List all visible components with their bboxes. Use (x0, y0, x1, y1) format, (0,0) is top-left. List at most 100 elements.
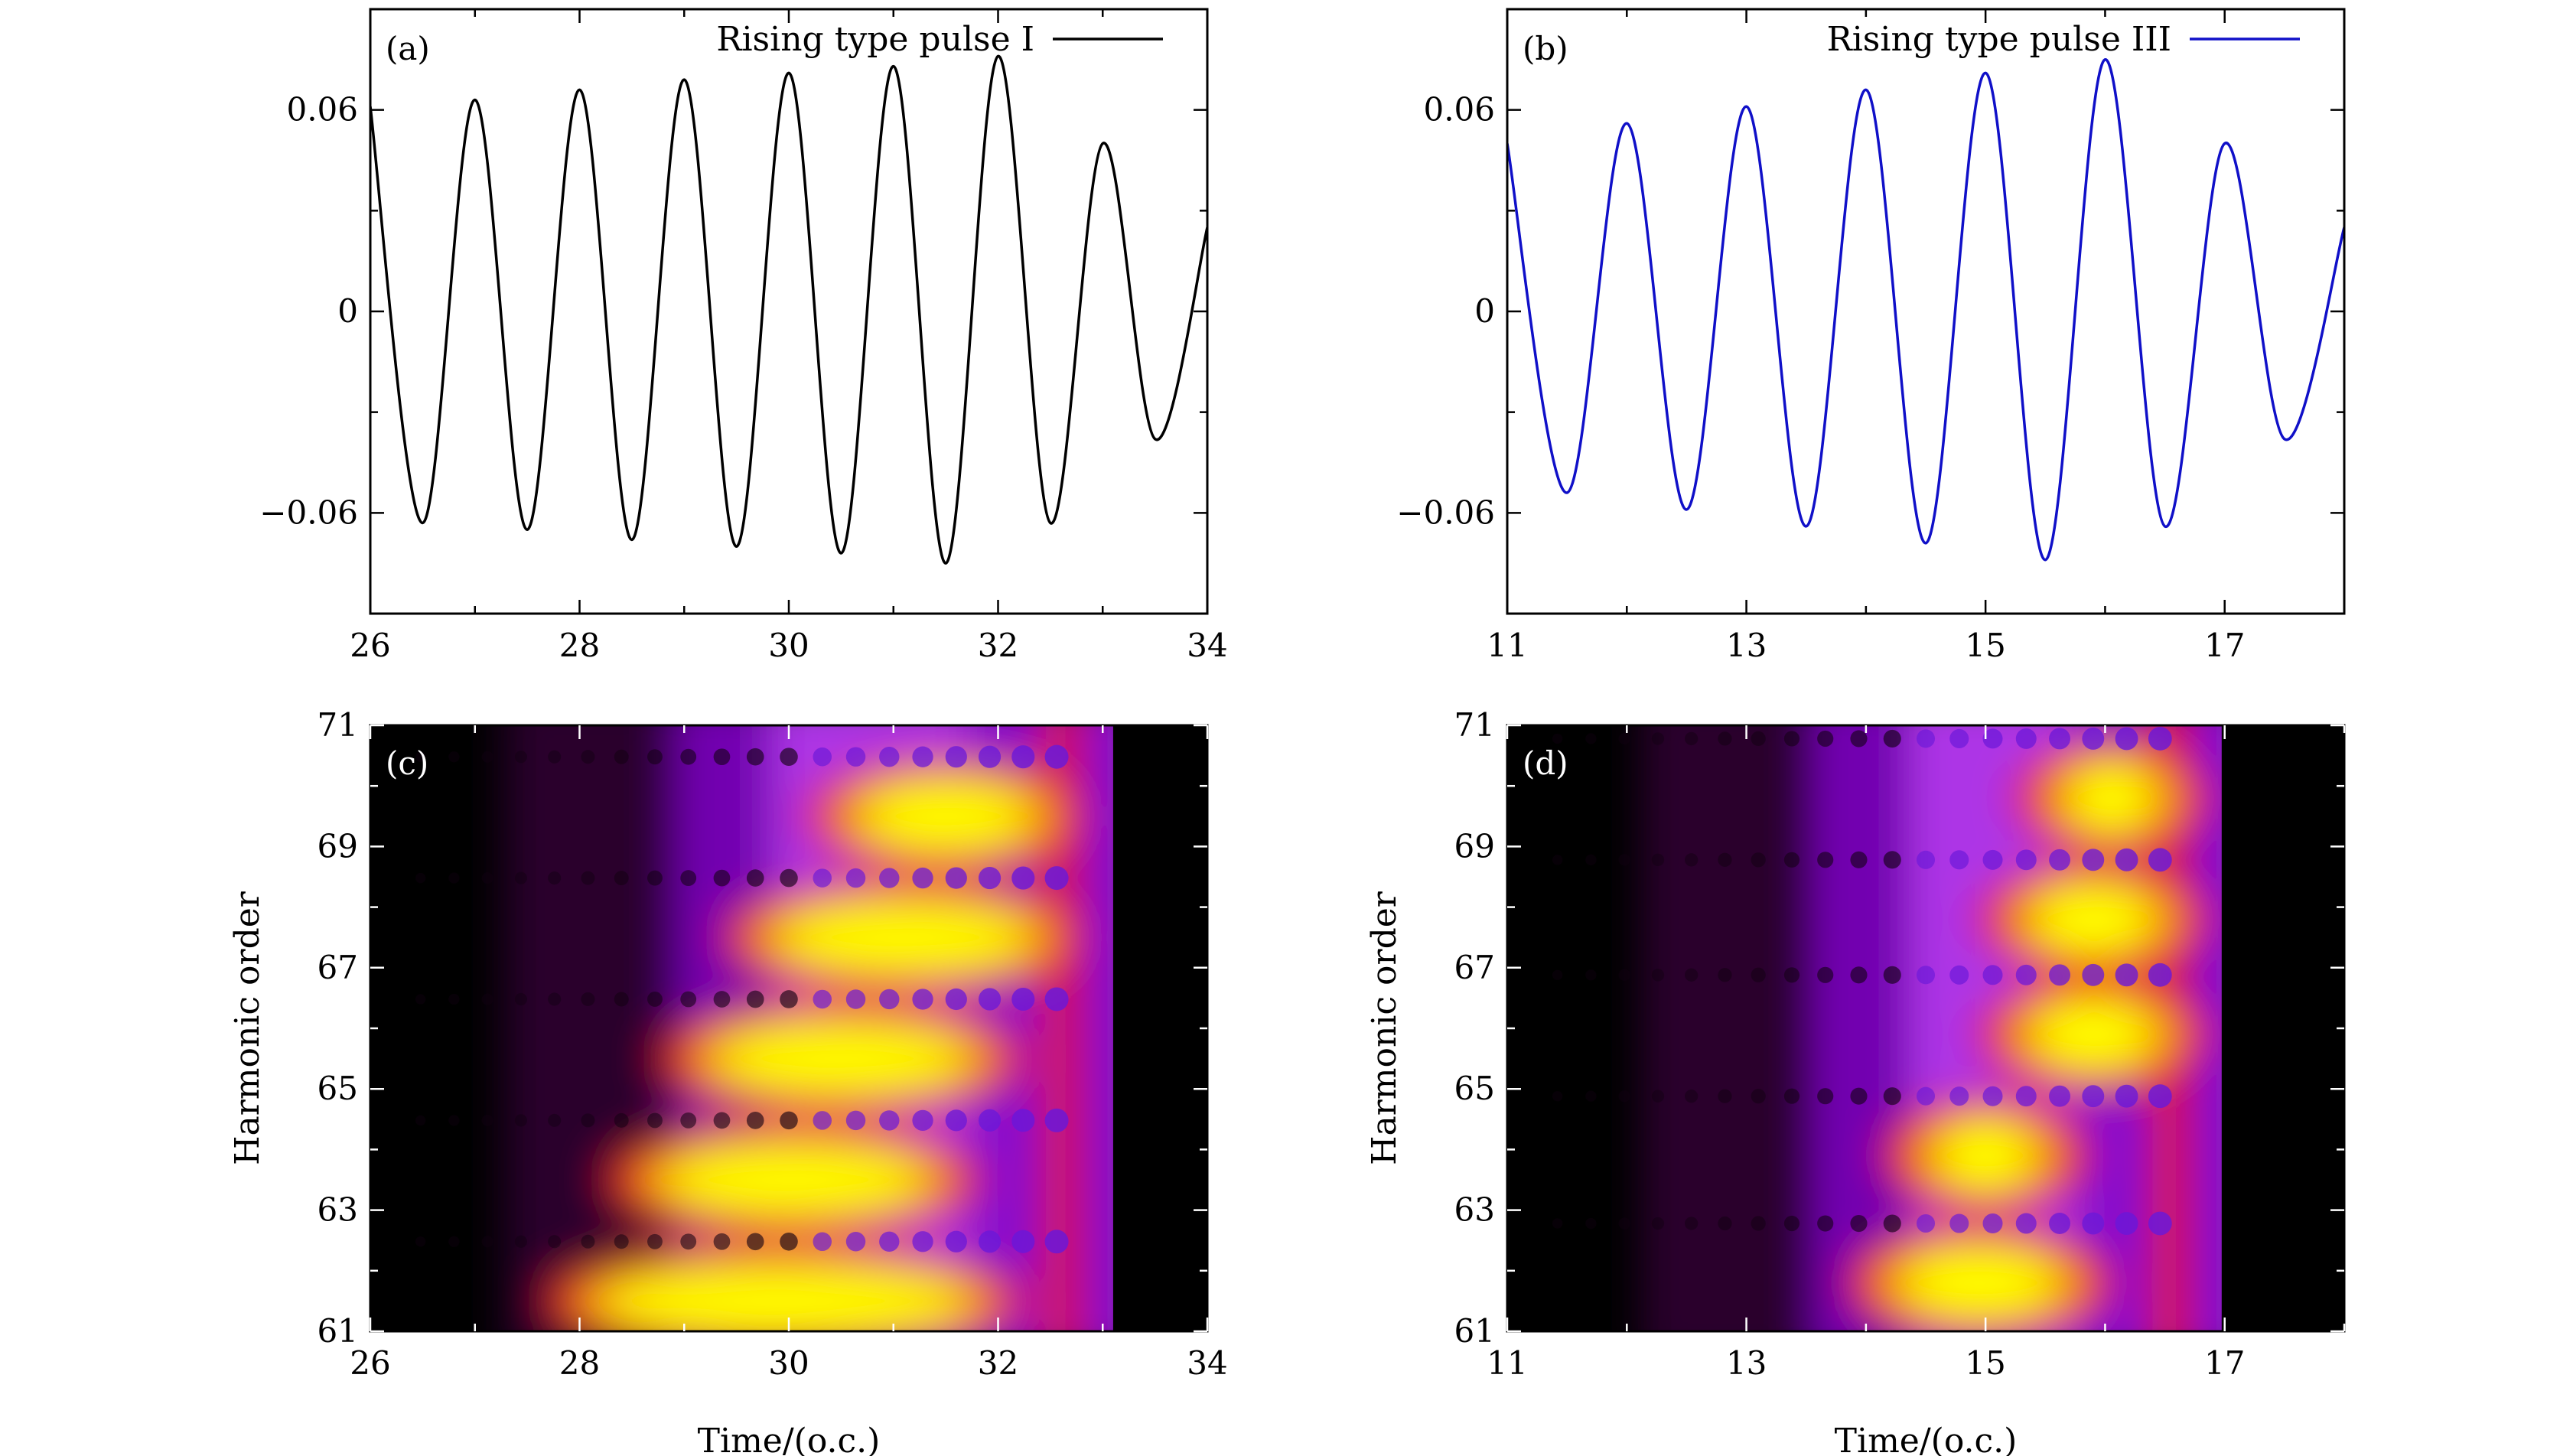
interference-dot (945, 867, 967, 889)
interference-dot (2049, 1085, 2071, 1107)
interference-dot (746, 990, 764, 1008)
y-tick-label: 0 (337, 292, 358, 330)
interference-dot (912, 1231, 933, 1252)
interference-dot (614, 1112, 629, 1128)
interference-dot (548, 992, 562, 1006)
interference-dot (978, 745, 1002, 768)
interference-dot (2049, 849, 2071, 871)
interference-dot (1883, 851, 1901, 869)
interference-dot (2015, 728, 2037, 749)
interference-dot (746, 1112, 764, 1129)
interference-dot (1685, 1090, 1699, 1103)
interference-dot (2148, 963, 2172, 987)
interference-dot (448, 872, 460, 884)
interference-dot (614, 1234, 629, 1249)
interference-dot (1585, 969, 1597, 981)
interference-dot (1949, 728, 1969, 748)
interference-dot (1618, 969, 1630, 981)
legend-label-b: Rising type pulse III (1827, 20, 2171, 59)
interference-dot (1982, 728, 2003, 749)
interference-dot (945, 988, 967, 1011)
panel-label-b: (b) (1523, 30, 1568, 67)
interference-dot (978, 1109, 1002, 1132)
interference-dot (1011, 745, 1035, 769)
x-tick-label: 26 (350, 627, 390, 664)
x-tick-label: 17 (2204, 1344, 2245, 1382)
heatmap-cutoff-edge (1082, 725, 1099, 1331)
interference-dot (1883, 1214, 1901, 1233)
interference-dot (1916, 850, 1936, 869)
panel-d-heatmap: 11 13 15 17 61 63 65 67 69 71 (d) Time/(o.c.) Har… (1365, 706, 2346, 1456)
interference-dot (1949, 850, 1969, 870)
heatmap-field (1641, 725, 2285, 1331)
interference-dot (1982, 1086, 2003, 1106)
interference-dot (1783, 1215, 1800, 1232)
interference-dot (1916, 729, 1936, 748)
interference-dot (581, 1234, 595, 1249)
y-tick-label: 61 (318, 1312, 358, 1350)
x-tick-label: 17 (2204, 627, 2245, 664)
interference-dot (647, 870, 663, 886)
interference-dot (746, 869, 764, 887)
interference-dot (581, 992, 595, 1006)
interference-dot (448, 751, 460, 763)
y-tick-label: 67 (1454, 949, 1495, 986)
interference-dot (680, 1233, 697, 1250)
interference-dot (1783, 1088, 1800, 1104)
interference-dot (1718, 852, 1732, 867)
interference-dot (448, 993, 460, 1005)
interference-dot (813, 1111, 832, 1130)
interference-dot (1817, 966, 1834, 983)
interference-dot (1916, 1086, 1936, 1106)
x-tick-label: 15 (1965, 1344, 2005, 1382)
interference-dot (1751, 1216, 1766, 1231)
y-tick-label: 61 (1454, 1312, 1495, 1350)
interference-dot (1916, 1213, 1936, 1233)
interference-dot (713, 869, 731, 887)
interference-dot (1783, 731, 1800, 747)
interference-dot (1982, 1213, 2003, 1234)
interference-dot (1011, 866, 1035, 890)
interference-dot (680, 748, 697, 765)
interference-dot (415, 994, 426, 1005)
x-tick-label: 30 (768, 627, 809, 664)
interference-dots (415, 744, 1069, 1254)
interference-dot (614, 749, 629, 764)
interference-dot (1718, 731, 1732, 746)
x-tick-label: 26 (350, 1344, 390, 1382)
interference-dot (746, 748, 764, 766)
panel-label-d: (d) (1523, 744, 1568, 782)
interference-dot (415, 1115, 426, 1126)
interference-dot (1718, 968, 1732, 982)
interference-dot (1618, 1217, 1630, 1230)
interference-dot (813, 747, 832, 767)
interference-dot (978, 867, 1002, 890)
interference-dot (1585, 854, 1597, 866)
interference-dot (1751, 852, 1766, 868)
interference-dot (780, 1111, 798, 1130)
interference-dot (581, 750, 595, 764)
interference-dot (548, 1235, 562, 1249)
y-tick-label: −0.06 (1396, 493, 1495, 531)
interference-dot (879, 1231, 900, 1252)
interference-dot (481, 993, 493, 1005)
interference-dot (1850, 1214, 1868, 1233)
x-tick-label: 32 (978, 1344, 1018, 1382)
interference-dot (845, 1232, 866, 1252)
x-axis-title-d: Time/(o.c.) (1835, 1422, 2018, 1456)
panel-b-line-chart: 11 13 15 17 0.06 0 −0.06 (b) Rising type pulse… (1396, 8, 2346, 664)
y-tick-label: 0.06 (286, 91, 358, 129)
interference-dot (1916, 966, 1936, 985)
interference-dot (1685, 1217, 1699, 1230)
interference-dot (2049, 728, 2071, 750)
interference-dot (1651, 1217, 1665, 1230)
interference-dot (680, 870, 697, 886)
interference-dot (879, 746, 900, 767)
frame-a (369, 8, 1209, 615)
x-tick-label: 11 (1487, 627, 1527, 664)
heatmap-post-cutoff (1112, 725, 1207, 1331)
interference-dot (680, 991, 697, 1008)
interference-dot (2082, 1212, 2105, 1235)
interference-dot (845, 1110, 866, 1131)
y-axis-title-d: Harmonic order (1365, 891, 1404, 1165)
